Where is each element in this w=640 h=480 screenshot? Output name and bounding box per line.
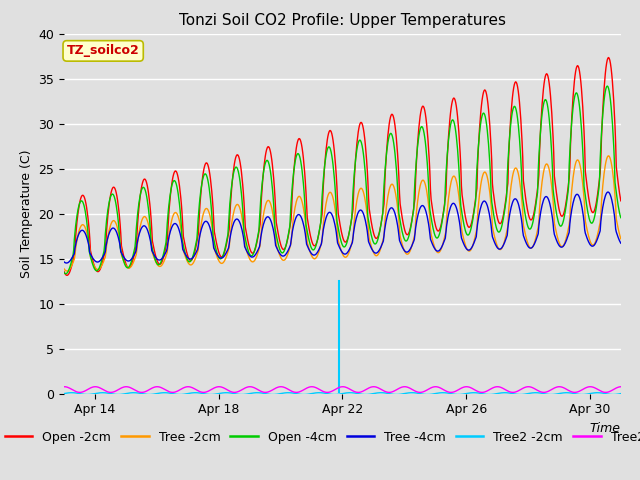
X-axis label: Time: Time (590, 422, 621, 435)
Tree -4cm (192, 251, 200, 256)
Open -2cm (376, 226, 384, 231)
Tree -4cm (376, 246, 384, 252)
Tree2 -2cm (264, 391, 271, 397)
Tree2 -2cm (81, 392, 88, 397)
Tree2 -2cm (68, 390, 76, 396)
Open -4cm (511, 104, 518, 109)
Tree2 -4cm (617, 384, 625, 390)
Line: Tree2 -4cm: Tree2 -4cm (64, 387, 621, 392)
Open -4cm (81, 205, 88, 211)
Tree -4cm (293, 213, 301, 219)
Open -4cm (293, 152, 301, 157)
Legend: Open -2cm, Tree -2cm, Open -4cm, Tree -4cm, Tree2 -2cm, Tree2 -4cm: Open -2cm, Tree -2cm, Open -4cm, Tree -4… (0, 426, 640, 448)
Open -2cm (192, 245, 200, 251)
Tree -2cm (60, 266, 68, 272)
Tree2 -4cm (511, 389, 519, 395)
Open -4cm (62, 271, 70, 276)
Open -4cm (604, 83, 611, 89)
Open -4cm (60, 270, 68, 276)
Open -2cm (293, 142, 301, 147)
Tree2 -2cm (609, 392, 617, 397)
Open -4cm (617, 215, 625, 220)
Tree -4cm (81, 229, 88, 235)
Line: Open -4cm: Open -4cm (64, 86, 621, 274)
Tree -2cm (376, 247, 384, 253)
Tree2 -4cm (370, 384, 378, 390)
Tree2 -4cm (355, 389, 362, 395)
Line: Tree -4cm: Tree -4cm (64, 192, 621, 263)
Open -2cm (60, 269, 68, 275)
Tree -2cm (264, 198, 271, 204)
Open -2cm (605, 55, 612, 60)
Tree -2cm (81, 224, 88, 229)
Tree2 -4cm (263, 389, 271, 395)
Tree -4cm (60, 259, 68, 265)
Tree2 -4cm (377, 386, 385, 392)
Open -2cm (63, 273, 71, 278)
Tree -4cm (604, 189, 612, 195)
Tree -2cm (192, 255, 200, 261)
Tree2 -2cm (511, 391, 518, 397)
Line: Tree -2cm: Tree -2cm (64, 156, 621, 271)
Tree -2cm (511, 167, 518, 172)
Text: TZ_soilco2: TZ_soilco2 (67, 44, 140, 58)
Line: Tree2 -2cm: Tree2 -2cm (64, 393, 621, 395)
Tree -4cm (264, 214, 271, 220)
Tree2 -4cm (80, 388, 88, 394)
Tree -4cm (511, 196, 518, 202)
Open -2cm (264, 145, 271, 151)
Tree2 -4cm (191, 386, 199, 392)
Y-axis label: Soil Temperature (C): Soil Temperature (C) (20, 149, 33, 278)
Tree2 -2cm (192, 390, 200, 396)
Tree -4cm (617, 240, 625, 246)
Tree -2cm (617, 236, 625, 241)
Open -4cm (376, 227, 384, 232)
Tree -4cm (63, 260, 70, 266)
Open -4cm (264, 157, 271, 163)
Open -2cm (617, 198, 625, 204)
Open -2cm (81, 195, 88, 201)
Tree2 -2cm (617, 391, 625, 396)
Line: Open -2cm: Open -2cm (64, 58, 621, 276)
Open -4cm (192, 242, 200, 248)
Open -2cm (511, 82, 518, 87)
Tree -2cm (63, 268, 71, 274)
Tree -2cm (293, 197, 301, 203)
Tree2 -4cm (292, 389, 300, 395)
Tree2 -4cm (60, 384, 68, 390)
Tree -2cm (605, 153, 612, 159)
Tree2 -2cm (293, 391, 301, 396)
Tree2 -2cm (60, 391, 68, 396)
Title: Tonzi Soil CO2 Profile: Upper Temperatures: Tonzi Soil CO2 Profile: Upper Temperatur… (179, 13, 506, 28)
Tree2 -2cm (376, 390, 384, 396)
